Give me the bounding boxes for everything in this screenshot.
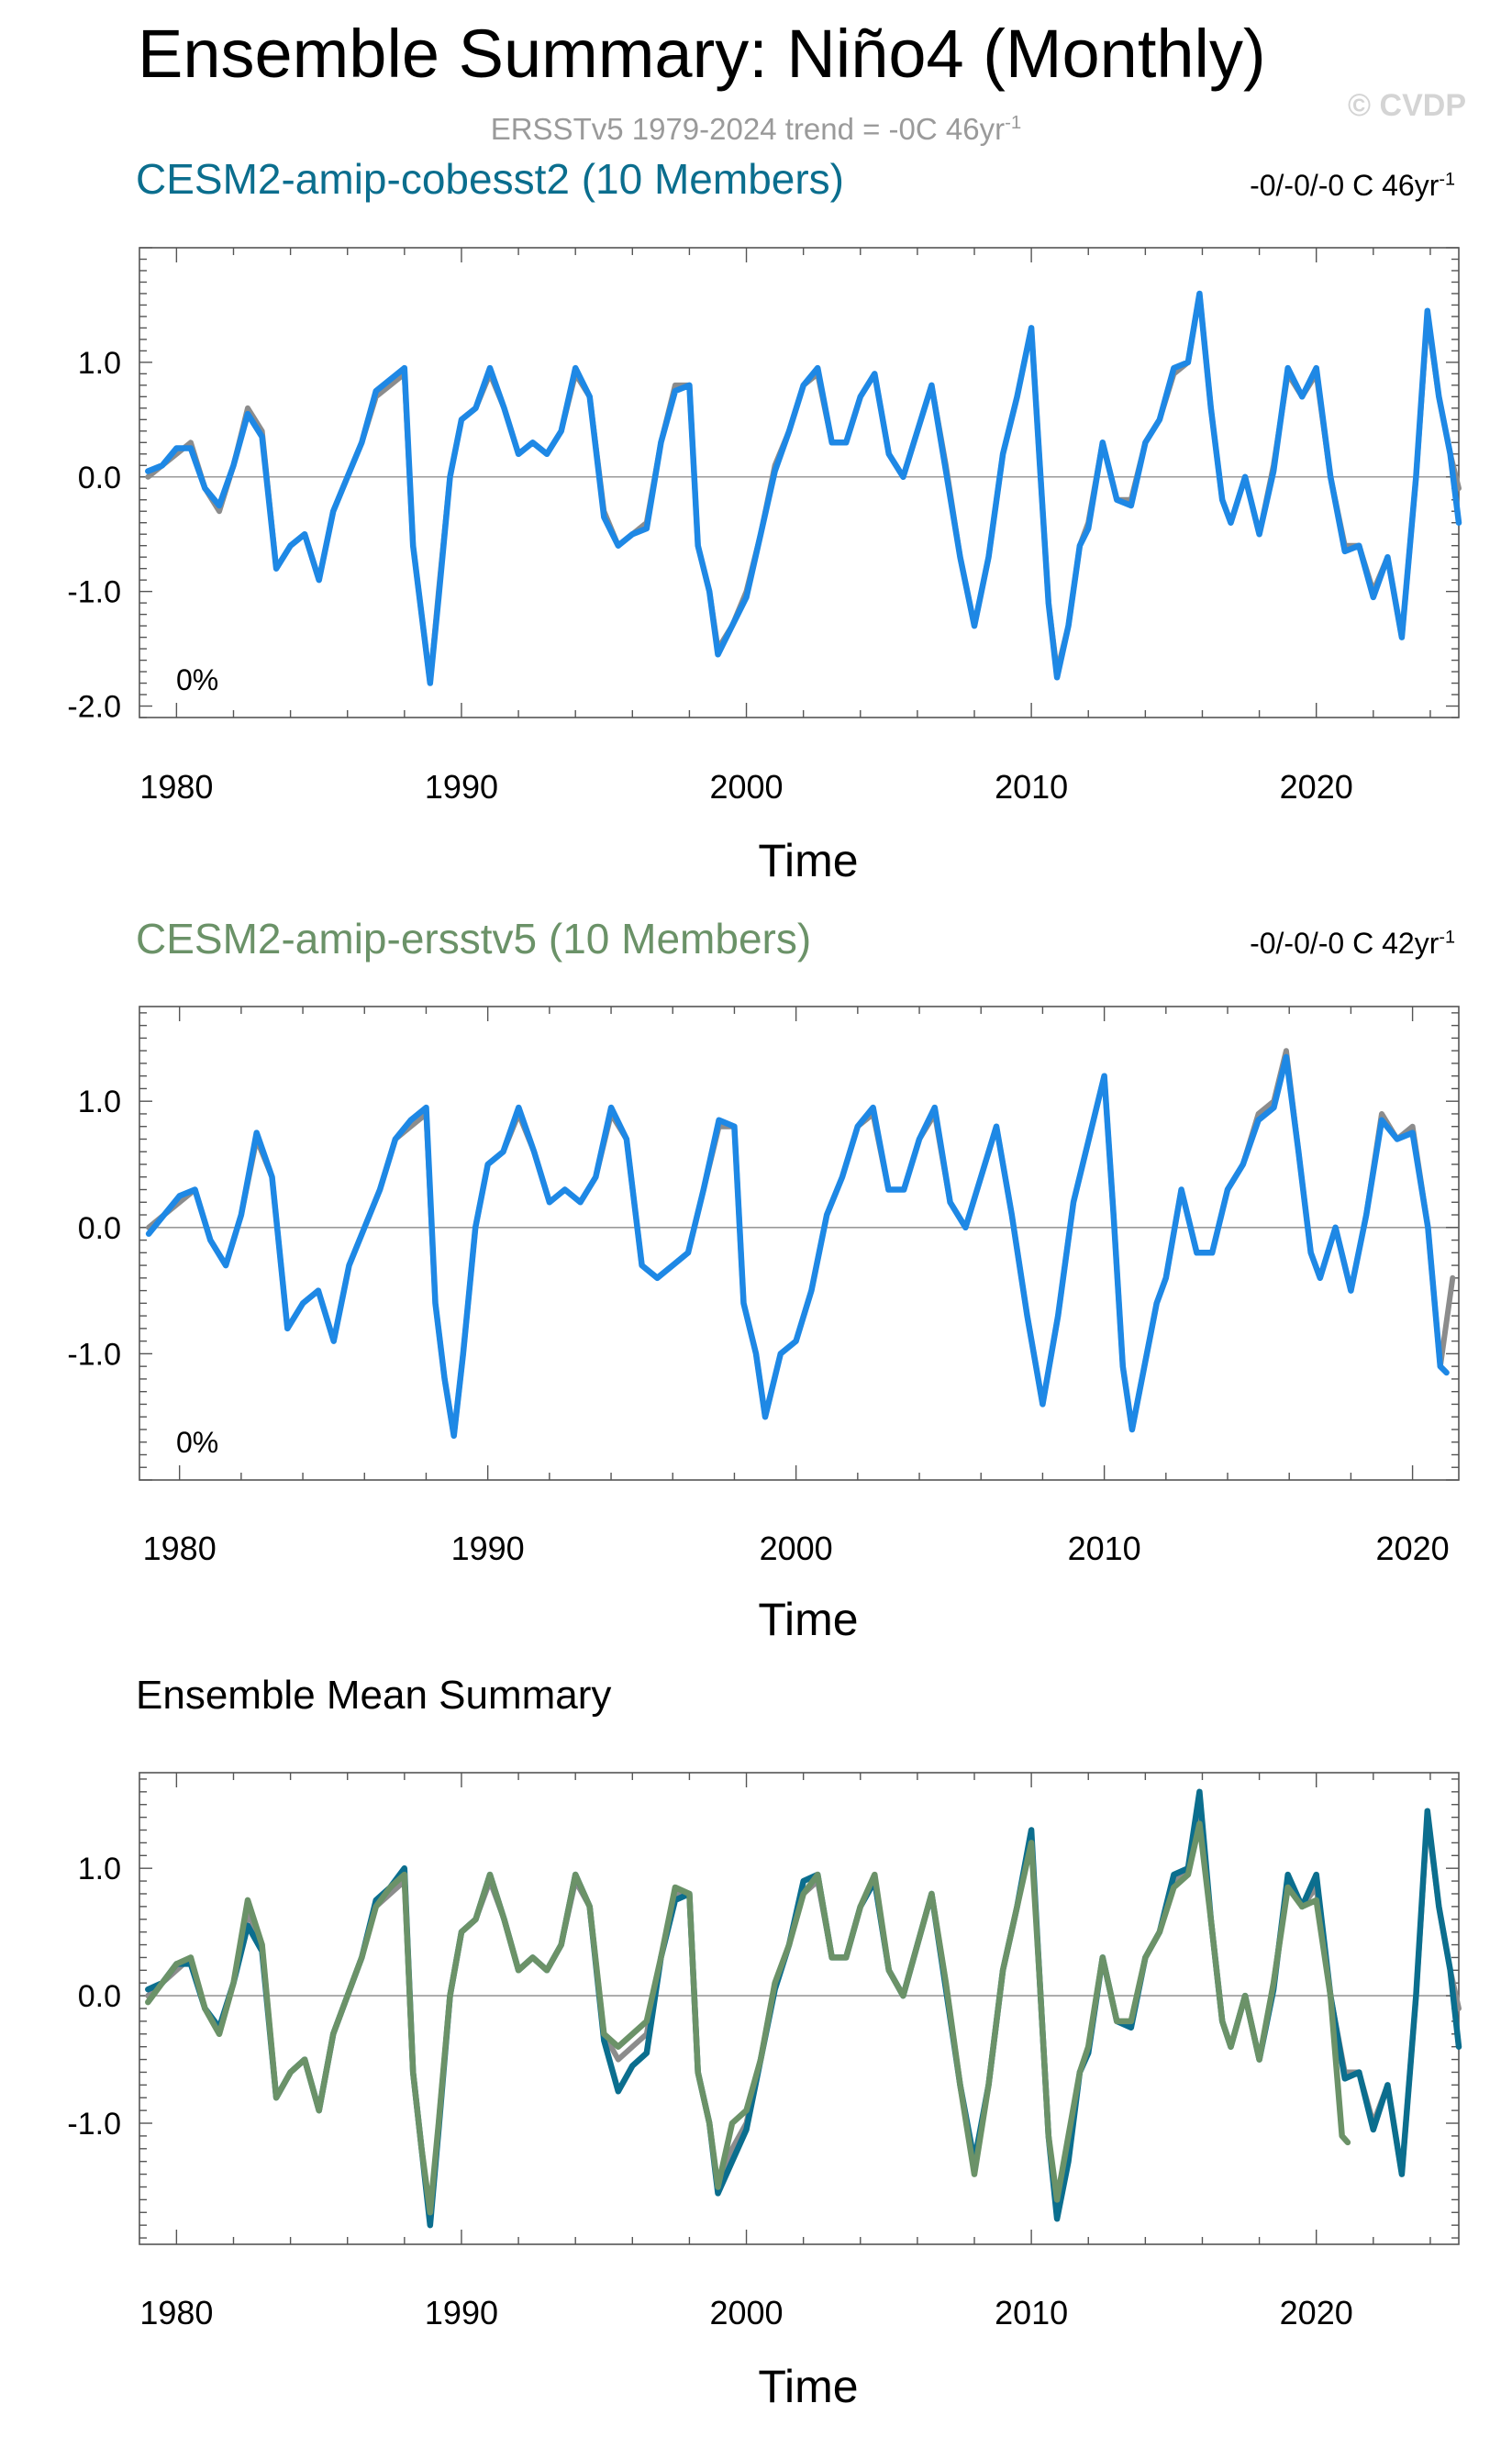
x-tick-label: 2010 xyxy=(995,2294,1068,2331)
x-tick-label: 2020 xyxy=(1376,1530,1450,1567)
series-line-cesm2-amip-ersstv5 xyxy=(145,1820,1351,2216)
chart-panel-2: 1.0 0.0 -1.0 1980 1990 2000 2010 2020 Time 0% xyxy=(67,1006,1460,1645)
panel-2-trend-text: -0/-0/-0 C 42yr xyxy=(1250,927,1440,960)
y-tick-label: 0.0 xyxy=(78,1211,121,1246)
y-tick-label: 1.0 xyxy=(78,1852,121,1886)
x-tick-label: 2020 xyxy=(1280,768,1353,806)
subtitle-text: ERSSTv5 1979-2024 trend = -0C 46yr xyxy=(490,112,1006,146)
obs-trend-subtitle: ERSSTv5 1979-2024 trend = -0C 46yr-1 xyxy=(0,112,1512,147)
y-tick-label: 1.0 xyxy=(78,346,121,381)
percent-label: 0% xyxy=(176,663,218,696)
y-tick-label: -1.0 xyxy=(67,1337,121,1372)
x-axis-title: Time xyxy=(758,835,858,886)
x-tick-label: 2010 xyxy=(995,768,1068,806)
series-line-cesm2-amip-cobesst2 xyxy=(145,290,1462,686)
panel-2-trend-sup: -1 xyxy=(1439,927,1455,948)
series-line-ersstv5 xyxy=(146,1048,1456,1439)
chart-panel-3: 1.0 0.0 -1.0 1980 1990 2000 2010 2020 Time xyxy=(67,1772,1462,2412)
panel-2-trend: -0/-0/-0 C 42yr-1 xyxy=(1250,927,1455,960)
series-line-cesm2-amip-ersstv5 xyxy=(145,1053,1450,1440)
panel-1-trend-text: -0/-0/-0 C 46yr xyxy=(1250,169,1440,202)
panel-1-title: CESM2-amip-cobesst2 (10 Members) xyxy=(136,155,845,203)
panel-1-trend-sup: -1 xyxy=(1439,169,1455,190)
plot-frame xyxy=(139,1772,1460,2245)
y-tick-label: -1.0 xyxy=(67,575,121,610)
y-tick-label: 0.0 xyxy=(78,461,121,495)
panel-1-trend: -0/-0/-0 C 46yr-1 xyxy=(1250,169,1455,202)
y-tick-label: -2.0 xyxy=(67,690,121,725)
x-tick-label: 2000 xyxy=(709,768,783,806)
x-tick-label: 1980 xyxy=(139,768,213,806)
chart-panel-1: 1.0 0.0 -1.0 -2.0 1980 1990 2000 2010 2020 Time 0% xyxy=(67,247,1462,886)
x-tick-label: 1980 xyxy=(139,2294,213,2331)
y-tick-label: 1.0 xyxy=(78,1085,121,1119)
x-tick-label: 2020 xyxy=(1280,2294,1353,2331)
cvdp-watermark: © CVDP xyxy=(1348,88,1466,123)
x-tick-label: 2000 xyxy=(709,2294,783,2331)
figure-title: Ensemble Summary: Niño4 (Monthly) xyxy=(138,16,1266,92)
x-tick-label: 1990 xyxy=(425,768,498,806)
x-tick-label: 2000 xyxy=(760,1530,833,1567)
x-tick-label: 1990 xyxy=(451,1530,525,1567)
plot-frame xyxy=(139,1006,1460,1481)
plot-frame xyxy=(139,247,1460,718)
y-tick-label: -1.0 xyxy=(67,2107,121,2142)
percent-label: 0% xyxy=(176,1426,218,1459)
x-axis-title: Time xyxy=(758,2361,858,2412)
x-tick-label: 1990 xyxy=(425,2294,498,2331)
x-tick-label: 2010 xyxy=(1068,1530,1141,1567)
x-axis-title: Time xyxy=(758,1594,858,1645)
panel-2-title: CESM2-amip-ersstv5 (10 Members) xyxy=(136,915,812,963)
x-tick-label: 1980 xyxy=(143,1530,217,1567)
panel-3-title: Ensemble Mean Summary xyxy=(136,1673,612,1718)
y-tick-label: 0.0 xyxy=(78,1979,121,2014)
subtitle-sup: -1 xyxy=(1005,112,1022,133)
